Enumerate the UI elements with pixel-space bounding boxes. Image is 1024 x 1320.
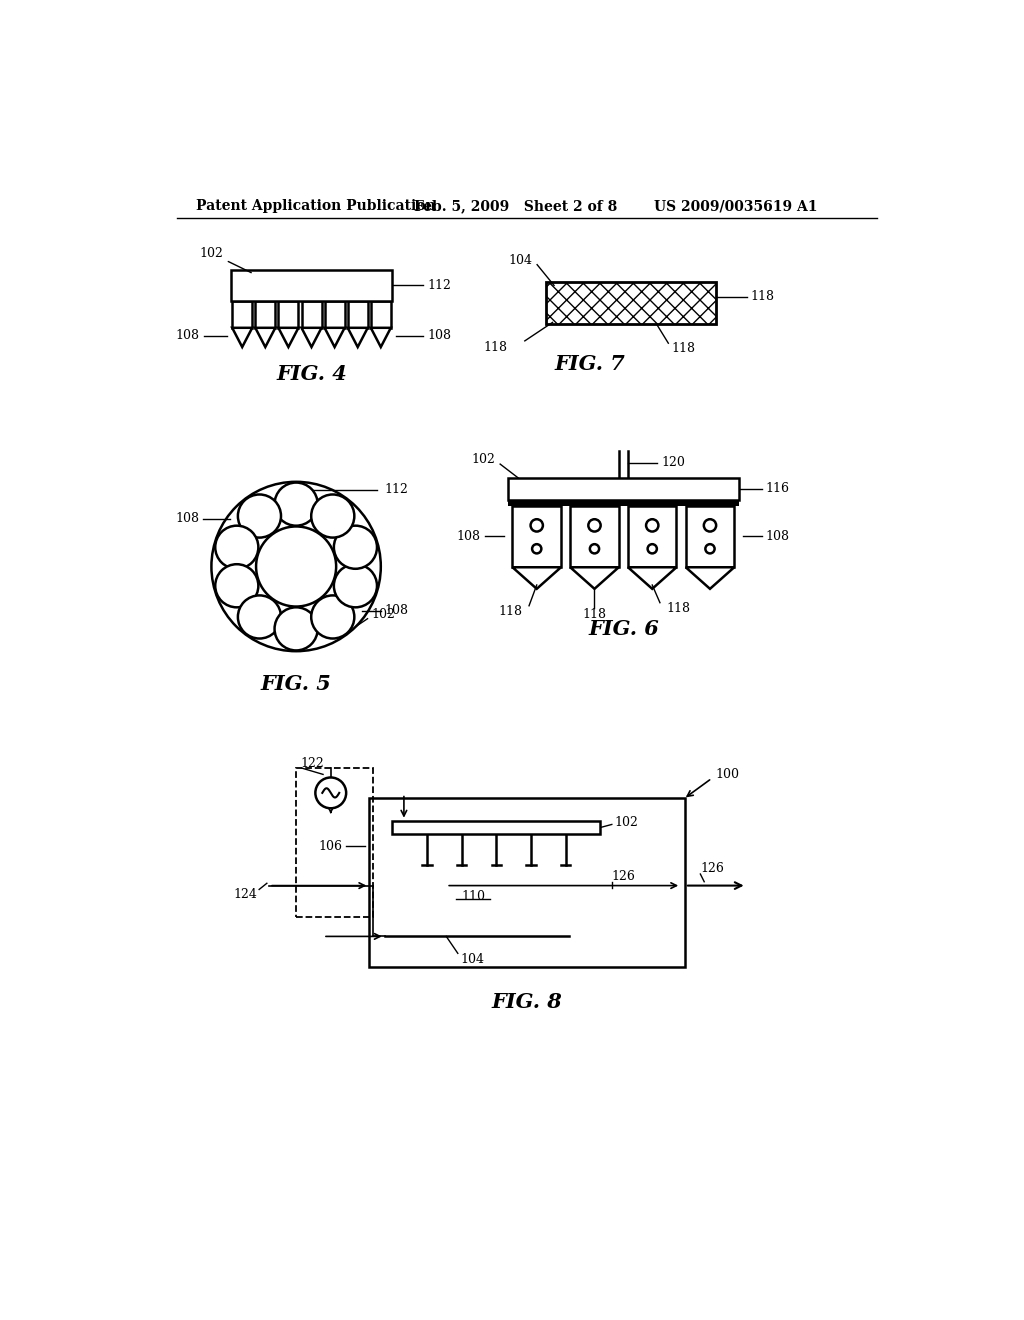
Text: 118: 118	[484, 341, 508, 354]
Polygon shape	[279, 327, 298, 347]
Text: FIG. 4: FIG. 4	[276, 364, 347, 384]
Bar	[547, 281, 716, 323]
Circle shape	[646, 519, 658, 532]
Circle shape	[215, 525, 258, 569]
Circle shape	[238, 595, 281, 639]
Text: 122: 122	[300, 758, 324, 770]
Text: 104: 104	[460, 953, 484, 966]
Bar	[301, 301, 322, 327]
Circle shape	[256, 527, 336, 607]
Circle shape	[703, 519, 716, 532]
Text: FIG. 5: FIG. 5	[261, 673, 332, 693]
Circle shape	[238, 495, 281, 537]
Circle shape	[590, 544, 599, 553]
Circle shape	[647, 544, 656, 553]
Text: 102: 102	[472, 453, 496, 466]
Bar	[325, 301, 345, 327]
Text: 102: 102	[372, 609, 395, 622]
Polygon shape	[371, 327, 391, 347]
Polygon shape	[512, 568, 561, 589]
Text: 106: 106	[318, 840, 342, 853]
Polygon shape	[570, 568, 618, 589]
Bar	[686, 506, 734, 568]
Circle shape	[311, 495, 354, 537]
Text: 112: 112	[427, 279, 451, 292]
Text: 112: 112	[385, 483, 409, 496]
Polygon shape	[628, 568, 677, 589]
Polygon shape	[301, 327, 322, 347]
Circle shape	[315, 777, 346, 808]
Circle shape	[706, 544, 715, 553]
Text: 118: 118	[672, 342, 695, 355]
Bar	[279, 301, 298, 327]
Bar	[232, 301, 252, 327]
Text: 126: 126	[611, 870, 636, 883]
Circle shape	[532, 544, 542, 553]
Bar	[570, 506, 618, 568]
Bar	[296, 768, 373, 917]
Text: 118: 118	[583, 607, 606, 620]
Circle shape	[274, 483, 317, 525]
Circle shape	[311, 595, 354, 639]
Circle shape	[211, 482, 381, 651]
Text: 118: 118	[666, 602, 690, 615]
Text: FIG. 7: FIG. 7	[554, 354, 625, 374]
Polygon shape	[348, 327, 368, 347]
Text: 108: 108	[385, 605, 409, 618]
Text: 108: 108	[176, 512, 200, 525]
Text: 118: 118	[751, 290, 774, 304]
Text: 108: 108	[427, 329, 451, 342]
Text: 108: 108	[176, 329, 200, 342]
Text: 116: 116	[766, 482, 790, 495]
Circle shape	[334, 564, 377, 607]
Text: 100: 100	[716, 768, 739, 781]
Text: 108: 108	[766, 529, 790, 543]
Bar	[370, 797, 685, 966]
Text: 124: 124	[233, 888, 258, 902]
Polygon shape	[686, 568, 734, 589]
Bar	[392, 821, 600, 834]
Text: 104: 104	[509, 253, 532, 267]
Bar	[508, 478, 739, 499]
Text: 120: 120	[662, 455, 685, 469]
Circle shape	[274, 607, 317, 651]
Bar	[508, 499, 739, 506]
Polygon shape	[232, 327, 252, 347]
Circle shape	[589, 519, 601, 532]
Circle shape	[215, 564, 258, 607]
Circle shape	[530, 519, 543, 532]
Bar	[512, 506, 561, 568]
Text: 102: 102	[199, 247, 251, 273]
Bar	[230, 271, 392, 301]
Text: 126: 126	[700, 862, 724, 875]
Bar	[628, 506, 677, 568]
Text: 108: 108	[457, 529, 481, 543]
Bar	[348, 301, 368, 327]
Text: 118: 118	[499, 606, 523, 619]
Circle shape	[334, 525, 377, 569]
Text: US 2009/0035619 A1: US 2009/0035619 A1	[654, 199, 817, 213]
Polygon shape	[325, 327, 345, 347]
Text: FIG. 6: FIG. 6	[588, 619, 658, 639]
Text: Feb. 5, 2009   Sheet 2 of 8: Feb. 5, 2009 Sheet 2 of 8	[414, 199, 617, 213]
Polygon shape	[255, 327, 275, 347]
Text: 102: 102	[614, 816, 638, 829]
Bar	[255, 301, 275, 327]
Text: Patent Application Publication: Patent Application Publication	[196, 199, 435, 213]
Text: 110: 110	[461, 890, 485, 903]
Bar	[371, 301, 391, 327]
Text: FIG. 8: FIG. 8	[492, 991, 562, 1011]
